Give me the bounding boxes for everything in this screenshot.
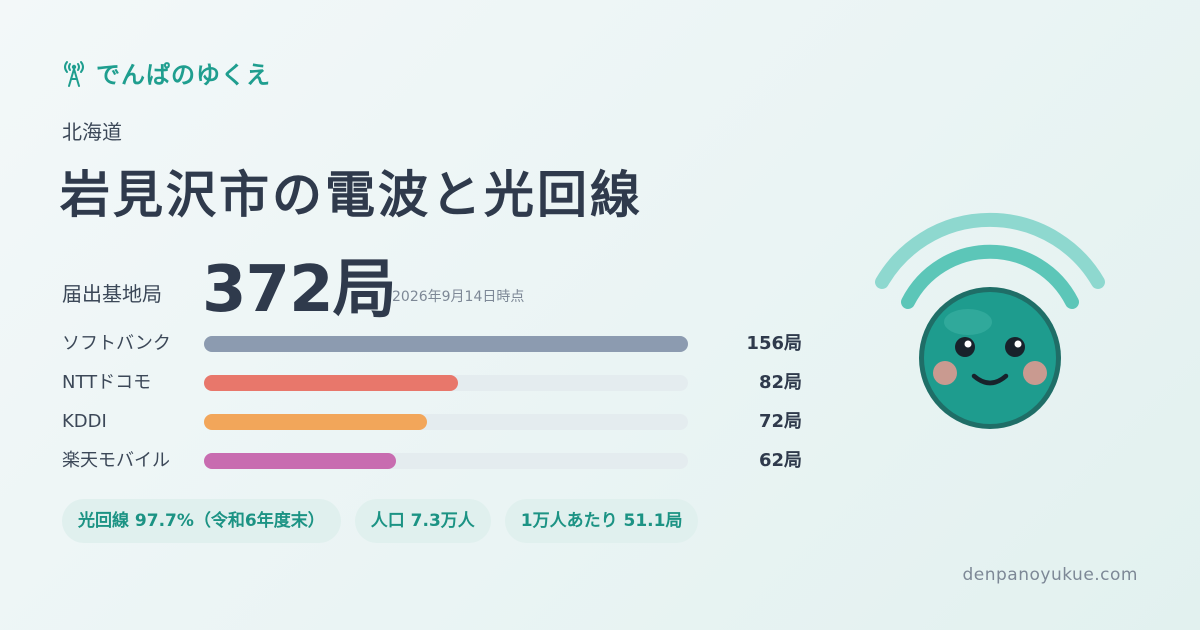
carrier-bar: [204, 336, 688, 352]
carrier-name: ソフトバンク: [62, 333, 171, 354]
carrier-bar: [204, 453, 397, 469]
carrier-row-kddi: KDDI 72局: [62, 410, 822, 434]
bar-track: [204, 336, 688, 352]
as-of-date: 2026年9月14日時点: [392, 289, 525, 305]
carrier-name: KDDI: [62, 411, 107, 432]
prefecture-label: 北海道: [62, 120, 122, 144]
population-badge: 人口 7.3万人: [354, 499, 491, 543]
total-label: 届出基地局: [62, 282, 162, 306]
carrier-count: 82局: [758, 372, 802, 393]
brand-name: でんぱのゆくえ: [96, 61, 271, 89]
carrier-count: 156局: [746, 333, 802, 354]
carrier-row-docomo: NTTドコモ 82局: [62, 371, 822, 395]
fiber-coverage-badge: 光回線 97.7%（令和6年度末）: [62, 499, 341, 543]
antenna-icon: [64, 60, 84, 87]
stations-per-10k-badge: 1万人あたり 51.1局: [504, 499, 699, 543]
carrier-count: 62局: [758, 450, 802, 471]
bar-track: [204, 414, 688, 430]
total-value: 372局: [202, 253, 397, 327]
carrier-name: 楽天モバイル: [62, 450, 170, 471]
page-title: 岩見沢市の電波と光回線: [60, 166, 643, 224]
brand-logo[interactable]: でんぱのゆくえ: [62, 55, 271, 90]
total-stations: 届出基地局 372局 2026年9月14日時点: [62, 238, 622, 327]
smiling-signal-mascot-icon: [875, 212, 1105, 429]
carrier-row-softbank: ソフトバンク 156局: [62, 332, 822, 356]
bar-track: [204, 375, 688, 391]
bar-track: [204, 453, 688, 469]
carrier-bar: [204, 375, 459, 391]
carrier-bar: [204, 414, 428, 430]
stat-pills: 光回線 97.7%（令和6年度末） 人口 7.3万人 1万人あたり 51.1局: [62, 499, 699, 543]
carrier-name: NTTドコモ: [62, 372, 152, 393]
site-domain[interactable]: denpanoyukue.com: [962, 565, 1138, 585]
carrier-count: 72局: [758, 411, 802, 432]
carrier-row-rakuten: 楽天モバイル 62局: [62, 449, 822, 473]
